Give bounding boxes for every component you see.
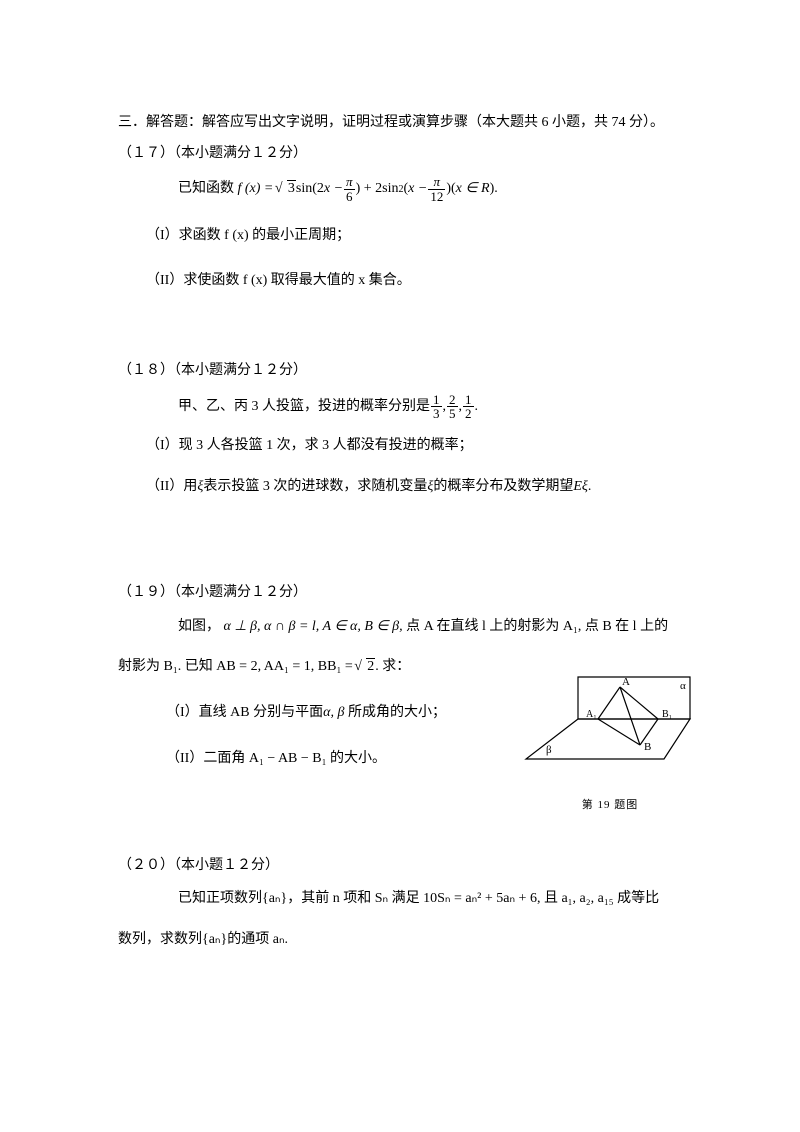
p20-terms: a₁, a₂, a₁₅ bbox=[561, 891, 613, 906]
p17-plus: ) + 2sin bbox=[356, 176, 399, 203]
p19-sa: 如图， bbox=[178, 619, 220, 634]
p18-part2-b: 表示投篮 3 次的进球数，求随机变量 bbox=[203, 479, 427, 494]
p18-part2: （II）用ξ表示投篮 3 次的进球数，求随机变量ξ的概率分布及数学期望Eξ. bbox=[118, 474, 692, 501]
sqrt-3: 3 bbox=[277, 176, 296, 203]
sqrt-2: 2 bbox=[356, 649, 375, 685]
p17-t2d: x ∈ R bbox=[456, 176, 490, 203]
f3n: 1 bbox=[463, 393, 474, 407]
p17-stem-prefix: 已知函数 bbox=[178, 176, 234, 203]
p18-part1-text: （I）现 3 人各投篮 1 次，求 3 人都没有投进的概率； bbox=[146, 438, 473, 453]
p20-sn: Sₙ bbox=[375, 891, 388, 906]
p20-sd: 且 bbox=[540, 891, 561, 906]
p20-sg: 的通项 bbox=[227, 932, 273, 947]
frac-pi-12: π 12 bbox=[428, 175, 445, 203]
p18-stem-prefix: 甲、乙、丙 3 人投篮，投进的概率分别是 bbox=[178, 394, 430, 421]
frac-1-2: 12 bbox=[463, 393, 474, 421]
frac-pi-6: π 6 bbox=[344, 175, 355, 203]
p20-seq2: {aₙ} bbox=[202, 932, 227, 947]
frac-1-3: 13 bbox=[431, 393, 442, 421]
p19-p2a: （II）二面角 bbox=[166, 751, 249, 766]
p17-part1: （I）求函数 f (x) 的最小正周期； bbox=[118, 223, 692, 250]
p19-se: . 已知 bbox=[178, 659, 217, 674]
p17-t2b: x − bbox=[408, 176, 427, 203]
p18-part2-a: （II）用 bbox=[146, 479, 197, 494]
p19-sf: . 求： bbox=[375, 659, 410, 674]
p17-t1a: sin(2 bbox=[296, 176, 324, 203]
p19-a1: A₁ bbox=[563, 619, 578, 634]
pi-num: π bbox=[344, 175, 355, 189]
section-3-title: 解答题：解答应写出文字说明，证明过程或演算步骤（本大题共 6 小题，共 74 分… bbox=[146, 115, 664, 130]
problem-17-formula: 已知函数 f (x) = 3 sin(2x − π 6 ) + 2sin2 (x… bbox=[118, 169, 692, 209]
p18-c2: , bbox=[459, 394, 463, 421]
p20-sh: . bbox=[285, 932, 289, 947]
p19-p1a: （I）直线 AB 分别与平面 bbox=[166, 705, 323, 720]
problem-17: （１７）（本小题满分１２分） 已知函数 f (x) = 3 sin(2x − π… bbox=[118, 141, 692, 295]
p20-sf: 数列，求数列 bbox=[118, 932, 202, 947]
label-B1: B₁ bbox=[662, 709, 672, 720]
p19-p2b: A₁ − AB − B₁ bbox=[249, 751, 327, 766]
p17-fn: f (x) = bbox=[238, 176, 274, 203]
problem-17-header: （１７）（本小题满分１２分） bbox=[118, 141, 692, 168]
f1n: 1 bbox=[431, 393, 442, 407]
problem-19-header: （１９）（本小题满分１２分） bbox=[118, 580, 692, 607]
label-alpha: α bbox=[680, 680, 686, 692]
pi-num-2: π bbox=[432, 175, 443, 189]
f2n: 2 bbox=[447, 393, 458, 407]
p18-exi: Eξ bbox=[573, 479, 588, 494]
p19-sd: 射影为 bbox=[118, 659, 164, 674]
p20-eq: 10Sₙ = aₙ² + 5aₙ + 6, bbox=[423, 891, 540, 906]
p19-p2c: 的大小。 bbox=[327, 751, 387, 766]
f2d: 5 bbox=[447, 406, 458, 421]
p18-part1: （I）现 3 人各投篮 1 次，求 3 人都没有投进的概率； bbox=[118, 433, 692, 460]
p19-cond: α ⊥ β, α ∩ β = l, A ∈ α, B ∈ β, bbox=[224, 619, 403, 634]
p18-part2-c: 的概率分布及数学期望 bbox=[433, 479, 573, 494]
problem-18-stem: 甲、乙、丙 3 人投篮，投进的概率分别是 13 , 25 , 12 . bbox=[118, 387, 692, 427]
frac-2-5: 25 bbox=[447, 393, 458, 421]
p20-sc: 满足 bbox=[388, 891, 423, 906]
p17-part2-text: （II）求使函数 f (x) 取得最大值的 x 集合。 bbox=[146, 273, 411, 288]
p17-t1b: x − bbox=[324, 176, 343, 203]
p19-b1: B₁ bbox=[164, 659, 178, 674]
p17-t2c: )( bbox=[446, 176, 455, 203]
problem-20-stem: 已知正项数列{aₙ}，其前 n 项和 Sₙ 满足 10Sₙ = aₙ² + 5a… bbox=[118, 881, 692, 958]
p19-p1b: α, β bbox=[323, 705, 344, 720]
label-A: A bbox=[622, 676, 630, 688]
label-beta: β bbox=[546, 744, 552, 756]
p20-sa: 已知正项数列 bbox=[178, 891, 262, 906]
seg-A1-B bbox=[598, 719, 640, 745]
twelve-den: 12 bbox=[428, 189, 445, 204]
p18-fracs: 13 , 25 , 12 . bbox=[430, 393, 478, 421]
figure-caption: 第 19 题图 bbox=[520, 795, 700, 816]
p20-an: aₙ bbox=[273, 932, 285, 947]
p18-c1: , bbox=[443, 394, 447, 421]
f1d: 3 bbox=[431, 406, 442, 421]
problem-20: （２０）（本小题１２分） 已知正项数列{aₙ}，其前 n 项和 Sₙ 满足 10… bbox=[118, 853, 692, 958]
section-3-header: 三．解答题：解答应写出文字说明，证明过程或演算步骤（本大题共 6 小题，共 74… bbox=[118, 110, 692, 137]
p18-part2-d: . bbox=[588, 479, 592, 494]
figure-svg: A A₁ B₁ B α β bbox=[520, 664, 700, 782]
p17-tail: ). bbox=[490, 176, 498, 203]
six-den: 6 bbox=[344, 189, 355, 204]
problem-18-header: （１８）（本小题满分１２分） bbox=[118, 358, 692, 385]
sqrt-3-val: 3 bbox=[287, 180, 296, 196]
p18-period: . bbox=[475, 394, 479, 421]
p20-se: 成等比 bbox=[614, 891, 660, 906]
p17-part2: （II）求使函数 f (x) 取得最大值的 x 集合。 bbox=[118, 268, 692, 295]
seg-A-A1 bbox=[598, 687, 620, 719]
p20-seq1: {aₙ} bbox=[262, 891, 287, 906]
problem-19-figure: A A₁ B₁ B α β 第 19 题图 bbox=[520, 664, 700, 782]
p17-part1-text: （I）求函数 f (x) 的最小正周期； bbox=[146, 228, 350, 243]
label-B: B bbox=[644, 741, 651, 753]
problem-20-header: （２０）（本小题１２分） bbox=[118, 853, 692, 880]
label-A1: A₁ bbox=[586, 709, 597, 720]
sqrt-2-val: 2 bbox=[366, 658, 375, 674]
p19-vals: AB = 2, AA₁ = 1, BB₁ = bbox=[216, 659, 356, 674]
p19-p1c: 所成角的大小； bbox=[344, 705, 446, 720]
p19-sc: , 点 B 在 l 上的 bbox=[578, 619, 668, 634]
p20-sb: ，其前 n 项和 bbox=[287, 891, 375, 906]
p19-sb: 点 A 在直线 l 上的射影为 bbox=[406, 619, 563, 634]
section-3-label: 三． bbox=[118, 115, 146, 130]
f3d: 2 bbox=[463, 406, 474, 421]
problem-18: （１８）（本小题满分１２分） 甲、乙、丙 3 人投篮，投进的概率分别是 13 ,… bbox=[118, 358, 692, 500]
